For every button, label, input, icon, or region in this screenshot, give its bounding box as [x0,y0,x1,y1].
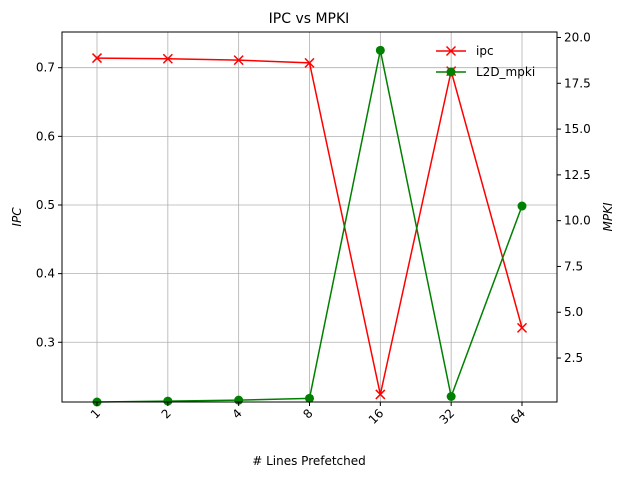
y-axis-left: 0.3 0.4 0.5 0.6 0.7 [36,61,62,349]
y-axis-left-label: IPC [10,207,24,227]
y-right-tick-label: 2.5 [564,351,583,365]
point-ipc [91,53,103,64]
y-right-tick-label: 5.0 [564,305,583,319]
legend-marker [446,67,456,77]
y-right-tick-label: 12.5 [564,168,591,182]
point-ipc [162,53,173,64]
y-left-tick-label: 0.3 [36,335,55,349]
y-axis-right-label: MPKI [601,202,615,231]
y-left-tick-label: 0.7 [36,61,55,75]
y-left-tick-label: 0.6 [36,129,55,143]
legend-marker [445,45,457,57]
point-L2D_mpki [305,393,314,403]
legend-item-L2D_mpki: L2D_mpki [436,65,535,79]
legend-label: ipc [476,44,494,58]
legend-item-ipc: ipc [436,44,494,58]
x-axis-label: # Lines Prefetched [252,454,366,468]
y-right-tick-label: 10.0 [564,214,591,228]
y-axis-right: 2.5 5.0 7.5 10.0 12.5 15.0 17.5 20.0 [557,30,591,365]
point-ipc [304,57,315,68]
point-L2D_mpki [163,396,173,406]
y-left-tick-label: 0.5 [36,198,55,212]
grid [62,32,557,402]
y-right-tick-label: 17.5 [564,76,591,90]
point-ipc [516,322,528,333]
point-L2D_mpki [517,201,527,211]
series-layer [91,45,528,407]
point-ipc [375,389,386,400]
point-ipc [233,55,244,66]
y-right-tick-label: 20.0 [564,30,591,44]
legend: ipc L2D_mpki [436,44,535,79]
point-L2D_mpki [446,392,456,402]
series-L2D_mpki [92,45,527,407]
y-right-tick-label: 7.5 [564,259,583,273]
y-right-tick-label: 15.0 [564,122,591,136]
legend-label: L2D_mpki [476,65,535,79]
point-L2D_mpki [375,45,385,55]
chart-title: IPC vs MPKI [269,11,350,27]
y-left-tick-label: 0.4 [36,267,55,281]
